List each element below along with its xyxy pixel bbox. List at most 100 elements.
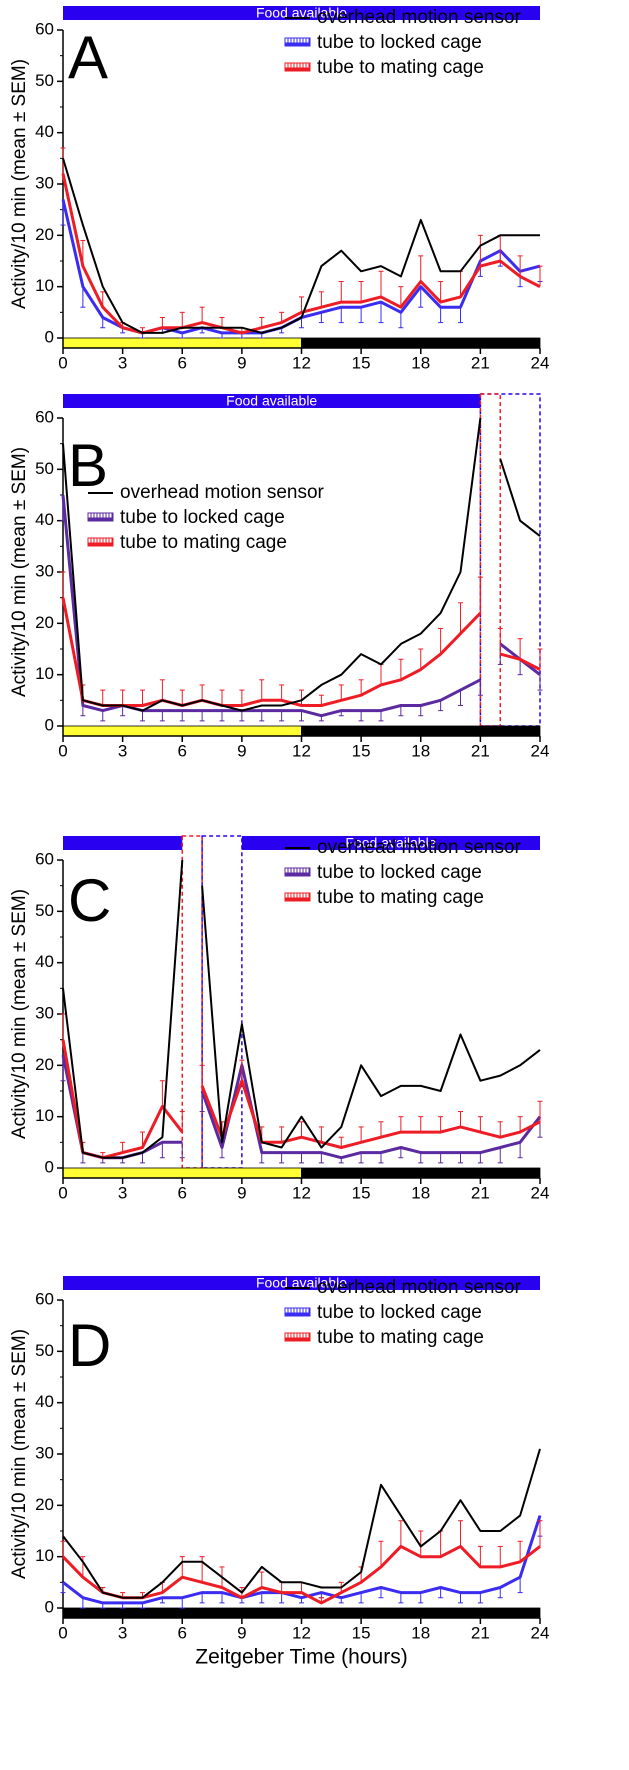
y-axis-label: Activity/10 min (mean ± SEM) xyxy=(9,59,30,309)
legend-label: tube to mating cage xyxy=(317,887,484,908)
x-tick-label: 0 xyxy=(58,1183,67,1202)
light-phase xyxy=(301,1167,541,1179)
series-line xyxy=(62,417,541,712)
x-tick-label: 3 xyxy=(118,353,127,372)
x-tick-label: 21 xyxy=(471,353,490,372)
x-tick-label: 6 xyxy=(178,353,187,372)
light-phase xyxy=(62,1167,302,1179)
y-tick-label: 30 xyxy=(35,1003,54,1022)
light-phase xyxy=(301,337,541,349)
legend-label: tube to locked cage xyxy=(317,862,482,883)
y-tick-label: 50 xyxy=(35,1341,54,1360)
food-bar xyxy=(63,6,540,20)
food-removed-box xyxy=(479,393,501,727)
x-tick-label: 0 xyxy=(58,1623,67,1642)
x-tick-label: 12 xyxy=(292,741,311,760)
x-tick-label: 24 xyxy=(531,1183,550,1202)
x-tick-label: 21 xyxy=(471,1183,490,1202)
food-bar xyxy=(63,836,183,850)
y-axis-label: Activity/10 min (mean ± SEM) xyxy=(9,1329,30,1579)
panel-letter: B xyxy=(68,432,108,499)
y-tick-label: 60 xyxy=(35,407,54,426)
y-tick-label: 30 xyxy=(35,561,54,580)
legend-label: tube to locked cage xyxy=(120,507,285,528)
food-removed-box xyxy=(201,835,243,1169)
y-tick-label: 10 xyxy=(35,1106,54,1125)
x-tick-label: 18 xyxy=(411,1183,430,1202)
y-tick-label: 0 xyxy=(45,1597,54,1616)
x-tick-label: 3 xyxy=(118,1183,127,1202)
legend-label: overhead motion sensor xyxy=(317,7,522,28)
x-tick-label: 18 xyxy=(411,353,430,372)
x-tick-label: 24 xyxy=(531,1623,550,1642)
food-label: Food available xyxy=(345,835,436,851)
panel: Food available 0 10 20 30 40 50 60 0 3 6 9 12 15 18 21 2… xyxy=(9,835,549,1203)
y-tick-label: 60 xyxy=(35,849,54,868)
x-tick-label: 24 xyxy=(531,353,550,372)
y-tick-label: 40 xyxy=(35,122,54,141)
food-bar xyxy=(63,1276,540,1290)
x-tick-label: 9 xyxy=(237,353,246,372)
x-tick-label: 15 xyxy=(352,741,371,760)
y-tick-label: 0 xyxy=(45,327,54,346)
series-line xyxy=(62,859,541,1159)
panel: Food available 0 10 20 30 40 50 60 0 3 6 9 12 15 18 21 2… xyxy=(9,1275,549,1669)
y-tick-label: 50 xyxy=(35,71,54,90)
food-bar xyxy=(241,836,540,850)
y-tick-label: 30 xyxy=(35,1443,54,1462)
food-label: Food available xyxy=(226,393,317,409)
legend-label: tube to mating cage xyxy=(317,57,484,78)
x-tick-label: 9 xyxy=(237,1183,246,1202)
legend-label: overhead motion sensor xyxy=(317,1277,522,1298)
y-tick-label: 20 xyxy=(35,225,54,244)
panel-letter: C xyxy=(68,867,111,934)
x-tick-label: 15 xyxy=(352,1623,371,1642)
x-tick-label: 12 xyxy=(292,1623,311,1642)
y-tick-label: 10 xyxy=(35,276,54,295)
x-tick-label: 21 xyxy=(471,1623,490,1642)
x-tick-label: 15 xyxy=(352,353,371,372)
y-axis-label: Activity/10 min (mean ± SEM) xyxy=(9,447,30,697)
x-tick-label: 18 xyxy=(411,1623,430,1642)
food-label: Food available xyxy=(256,1275,347,1291)
light-phase xyxy=(62,725,302,737)
panel-letter: D xyxy=(68,1312,111,1379)
food-label: Food available xyxy=(256,5,347,21)
legend-label: tube to mating cage xyxy=(317,1327,484,1348)
y-tick-label: 40 xyxy=(35,510,54,529)
x-tick-label: 6 xyxy=(178,741,187,760)
panel-letter: A xyxy=(68,24,108,91)
light-phase xyxy=(62,337,302,349)
x-tick-label: 0 xyxy=(58,741,67,760)
y-tick-label: 0 xyxy=(45,715,54,734)
y-tick-label: 10 xyxy=(35,664,54,683)
y-tick-label: 20 xyxy=(35,1495,54,1514)
y-tick-label: 20 xyxy=(35,613,54,632)
light-phase xyxy=(62,1607,541,1619)
x-tick-label: 21 xyxy=(471,741,490,760)
x-tick-label: 3 xyxy=(118,1623,127,1642)
x-tick-label: 24 xyxy=(531,741,550,760)
x-tick-label: 0 xyxy=(58,353,67,372)
legend-label: tube to locked cage xyxy=(317,32,482,53)
x-tick-label: 12 xyxy=(292,353,311,372)
food-bar xyxy=(63,394,481,408)
y-tick-label: 50 xyxy=(35,459,54,478)
y-tick-label: 10 xyxy=(35,1546,54,1565)
series-line xyxy=(62,158,540,334)
y-tick-label: 20 xyxy=(35,1055,54,1074)
y-tick-label: 0 xyxy=(45,1157,54,1176)
x-tick-label: 9 xyxy=(237,741,246,760)
panel: Food available 0 10 20 30 40 50 60 0 3 6 9 12 15 18 21 2… xyxy=(9,393,549,761)
legend-label: overhead motion sensor xyxy=(120,482,325,503)
light-phase xyxy=(301,725,541,737)
x-tick-label: 18 xyxy=(411,741,430,760)
x-tick-label: 9 xyxy=(237,1623,246,1642)
x-axis-label: Zeitgeber Time (hours) xyxy=(195,1646,407,1669)
y-tick-label: 30 xyxy=(35,173,54,192)
x-tick-label: 3 xyxy=(118,741,127,760)
y-axis-label: Activity/10 min (mean ± SEM) xyxy=(9,889,30,1139)
y-tick-label: 40 xyxy=(35,952,54,971)
